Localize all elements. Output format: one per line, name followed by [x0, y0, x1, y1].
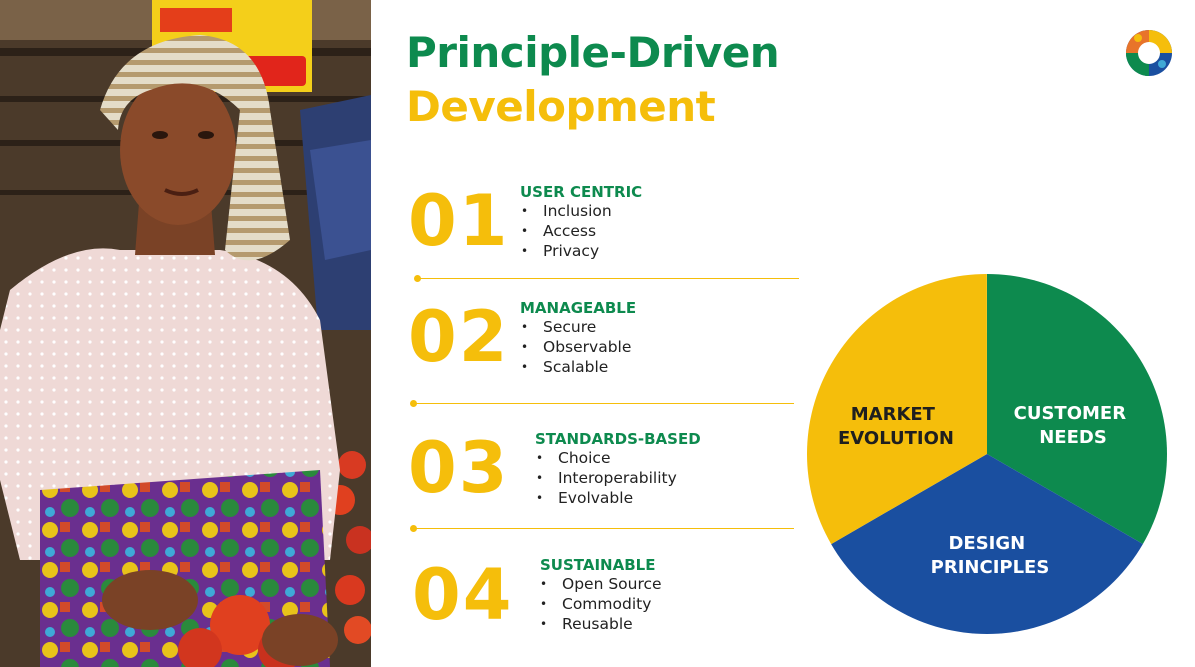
- divider: [414, 275, 799, 282]
- principle-items: Secure Observable Scalable: [521, 317, 631, 377]
- principle-items: Inclusion Access Privacy: [521, 201, 612, 261]
- divider: [410, 400, 794, 407]
- principle-item: Open Source: [540, 574, 662, 594]
- pie-segment-design-principles: [831, 454, 1143, 635]
- principle-number: 02: [408, 296, 510, 378]
- pie-label-customer-needs: CUSTOMER NEEDS: [1014, 403, 1133, 448]
- pie-label-market-evolution: MARKET EVOLUTION: [838, 404, 954, 449]
- principle-item: Reusable: [540, 614, 662, 634]
- principle-items: Open Source Commodity Reusable: [540, 574, 662, 634]
- pie-label-design-principles: DESIGN PRINCIPLES: [931, 533, 1050, 578]
- principle-item: Access: [521, 221, 612, 241]
- principle-item: Evolvable: [536, 488, 677, 508]
- principle-item: Inclusion: [521, 201, 612, 221]
- principle-item: Observable: [521, 337, 631, 357]
- principle-item: Choice: [536, 448, 677, 468]
- organization-logo: [1126, 30, 1172, 76]
- principle-items: Choice Interoperability Evolvable: [536, 448, 677, 508]
- principle-item: Privacy: [521, 241, 612, 261]
- principle-number: 04: [412, 554, 514, 636]
- title-line-1: Principle-Driven: [406, 28, 780, 77]
- divider: [410, 525, 794, 532]
- slide-title: Principle-Driven Development: [406, 26, 780, 134]
- principle-number: 01: [408, 180, 510, 262]
- pie-diagram: CUSTOMER NEEDS DESIGN PRINCIPLES MARKET …: [806, 274, 1167, 635]
- title-line-2: Development: [406, 82, 716, 131]
- pie-segment-customer-needs: [987, 274, 1167, 544]
- pie-segment-market-evolution: [806, 274, 987, 545]
- principle-number: 03: [408, 427, 510, 509]
- principle-heading: MANAGEABLE: [520, 299, 637, 317]
- principle-heading: STANDARDS-BASED: [535, 430, 701, 448]
- principle-heading: SUSTAINABLE: [540, 556, 656, 574]
- vendor-photo: [0, 0, 371, 667]
- principle-heading: USER CENTRIC: [520, 183, 643, 201]
- vendor-photo-illustration: [0, 0, 371, 667]
- principle-item: Scalable: [521, 357, 631, 377]
- principle-item: Commodity: [540, 594, 662, 614]
- principle-item: Interoperability: [536, 468, 677, 488]
- principle-item: Secure: [521, 317, 631, 337]
